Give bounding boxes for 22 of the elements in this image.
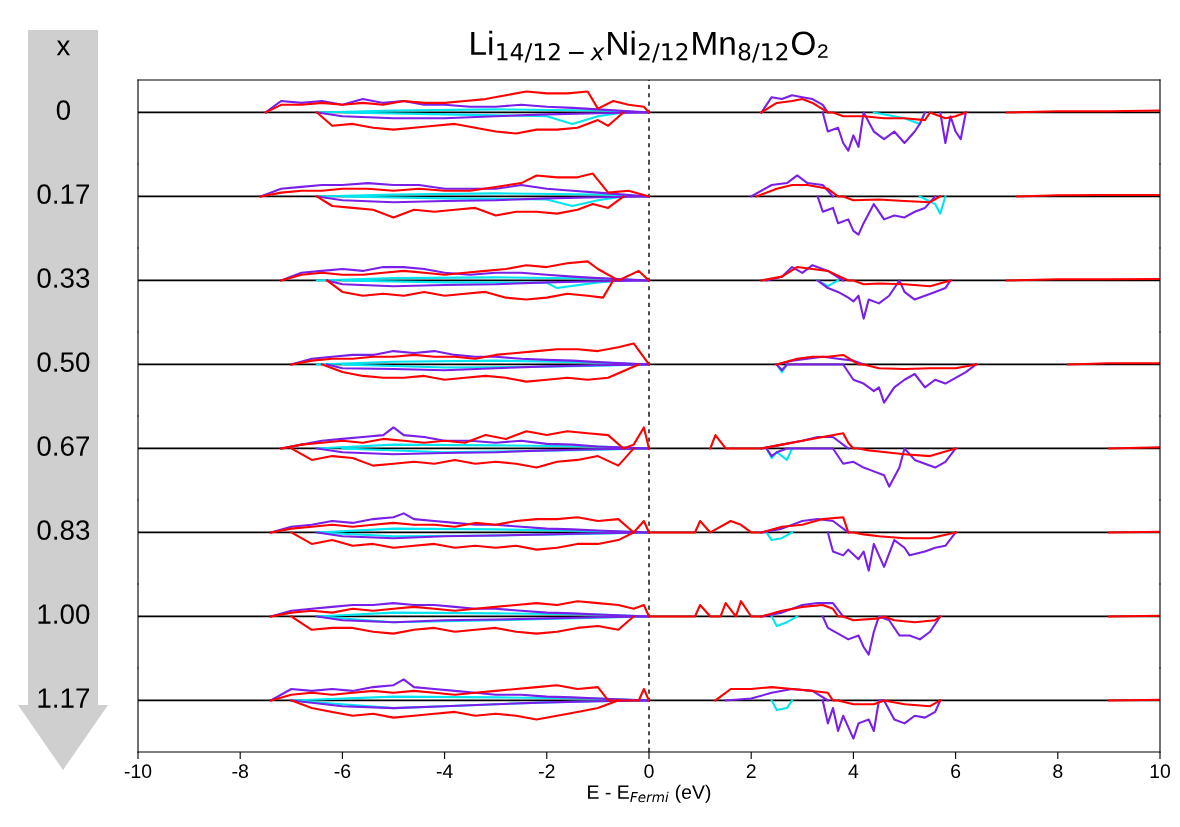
- chart-title: Li$_{14/12−x}$Ni$_{2/12}$Mn$_{8/12}$O₂: [471, 30, 828, 63]
- x-tick-label: -8: [232, 764, 248, 779]
- y-axis-title: 0.50: [37, 352, 90, 372]
- x-tick-label: -2: [539, 764, 555, 778]
- x-tick-label: -10: [124, 764, 152, 779]
- x-tick-label: 2: [746, 764, 756, 778]
- x-axis-title: E - E$_{Fermi}$ (eV): [588, 784, 711, 803]
- x-tick-label: 10: [1150, 764, 1171, 779]
- x-tick-label: 8: [1053, 764, 1063, 779]
- x-tick-label: 6: [951, 764, 961, 779]
- x-tick-label: -4: [436, 764, 453, 778]
- y-axis-title: 1.00: [38, 604, 90, 624]
- x-tick-label: -6: [334, 764, 351, 779]
- y-axis-title: 1.17: [38, 688, 90, 708]
- y-axis-title: 0.67: [37, 436, 90, 456]
- y-axis-title: 0.83: [37, 520, 90, 540]
- y-axis-title: 0: [56, 100, 71, 120]
- y-axis-title: 0.33: [37, 268, 90, 288]
- y-axis-title: 0.17: [37, 184, 90, 204]
- text: x: [56, 40, 71, 56]
- x-tick-label: 4: [848, 764, 859, 778]
- x-tick-label: 0: [644, 764, 654, 779]
